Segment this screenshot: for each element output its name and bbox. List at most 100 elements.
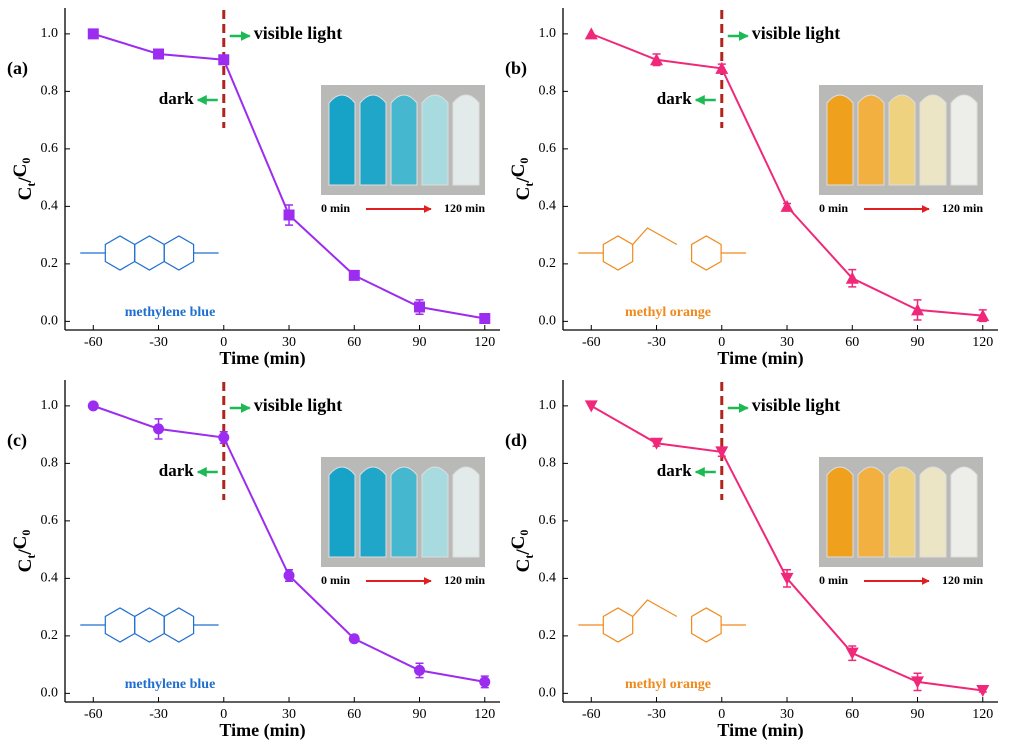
ring [692, 608, 722, 642]
panel: 0.00.20.40.60.81.0-60-300306090120Time (… [505, 380, 998, 741]
x-axis-label: Time (min) [717, 720, 803, 741]
panel-label: (c) [7, 430, 27, 451]
molecule [578, 228, 746, 270]
panel-label: (a) [7, 58, 28, 79]
x-tick-label: 60 [845, 335, 859, 350]
x-tick-label: 120 [474, 335, 495, 350]
marker [414, 302, 425, 313]
vial [391, 95, 417, 185]
inset-end: 120 min [444, 201, 485, 215]
y-tick-label: 1.0 [41, 26, 59, 41]
ring [105, 236, 134, 270]
marker [218, 54, 229, 65]
ring [135, 608, 165, 642]
y-tick-label: 0.4 [41, 199, 59, 214]
x-tick-label: 120 [972, 335, 993, 350]
marker [153, 423, 164, 434]
y-tick-label: 0.6 [539, 141, 557, 156]
x-axis-label: Time (min) [717, 348, 803, 369]
marker [284, 210, 295, 221]
ring [164, 236, 193, 270]
dye-name: methylene blue [125, 677, 216, 692]
y-tick-label: 0.0 [539, 314, 557, 329]
y-tick-label: 1.0 [539, 398, 557, 413]
annotation: visible light [752, 395, 841, 415]
x-tick-label: 90 [911, 707, 925, 722]
x-tick-label: -30 [149, 707, 168, 722]
vial [360, 95, 386, 185]
vial [453, 467, 479, 557]
y-tick-label: 0.4 [539, 199, 557, 214]
marker [976, 685, 989, 697]
y-axis-label: Ct/C0 [10, 158, 37, 201]
vial [858, 467, 884, 557]
x-tick-label: -60 [582, 707, 601, 722]
vial [827, 95, 853, 185]
page: 0.00.20.40.60.81.0-60-300306090120Time (… [0, 0, 1011, 755]
annotation: dark [159, 461, 195, 480]
x-tick-label: 90 [413, 335, 427, 350]
marker [88, 28, 99, 39]
ring [135, 236, 165, 270]
ring [692, 236, 722, 270]
dye-name: methyl orange [625, 677, 711, 692]
vial [827, 467, 853, 557]
marker [781, 200, 794, 212]
x-tick-label: 120 [474, 707, 495, 722]
vial [889, 95, 915, 185]
vial [920, 95, 946, 185]
y-tick-label: 1.0 [539, 26, 557, 41]
vial [858, 95, 884, 185]
x-tick-label: -30 [647, 707, 666, 722]
x-tick-label: -60 [84, 335, 103, 350]
vial [422, 467, 448, 557]
y-tick-label: 1.0 [41, 398, 59, 413]
annotation: visible light [254, 23, 343, 43]
y-tick-label: 0.6 [539, 513, 557, 528]
y-axis-label: Ct/C0 [10, 530, 37, 573]
vial [889, 467, 915, 557]
marker [650, 53, 663, 65]
x-tick-label: -60 [582, 335, 601, 350]
x-tick-label: 90 [413, 707, 427, 722]
inset-start: 0 min [819, 201, 848, 215]
y-tick-label: 0.8 [539, 84, 557, 99]
inset-end: 120 min [942, 201, 983, 215]
annotation: dark [657, 461, 693, 480]
ring [164, 608, 193, 642]
dye-name: methyl orange [625, 305, 711, 320]
marker [585, 27, 598, 39]
vial [951, 95, 977, 185]
inset-start: 0 min [321, 573, 350, 587]
x-tick-label: -30 [149, 335, 168, 350]
molecule [80, 608, 218, 642]
y-tick-label: 0.8 [41, 456, 59, 471]
ring [603, 236, 632, 270]
y-tick-label: 0.6 [41, 513, 59, 528]
vial [329, 95, 355, 185]
marker [284, 570, 295, 581]
marker [846, 648, 859, 660]
marker [349, 633, 360, 644]
y-tick-label: 0.0 [539, 686, 557, 701]
y-tick-label: 0.2 [41, 256, 59, 271]
x-tick-label: -30 [647, 335, 666, 350]
vial [422, 95, 448, 185]
marker [479, 313, 490, 324]
annotation: dark [159, 89, 195, 108]
marker [715, 446, 728, 458]
dye-name: methylene blue [125, 305, 216, 320]
figure: 0.00.20.40.60.81.0-60-300306090120Time (… [0, 0, 1011, 755]
vial [360, 467, 386, 557]
y-tick-label: 0.0 [41, 314, 59, 329]
x-tick-label: 60 [347, 707, 361, 722]
x-axis-label: Time (min) [219, 720, 305, 741]
ring [603, 608, 632, 642]
molecule [80, 236, 218, 270]
x-axis-label: Time (min) [219, 348, 305, 369]
marker [153, 49, 164, 60]
vial [329, 467, 355, 557]
vial [391, 467, 417, 557]
